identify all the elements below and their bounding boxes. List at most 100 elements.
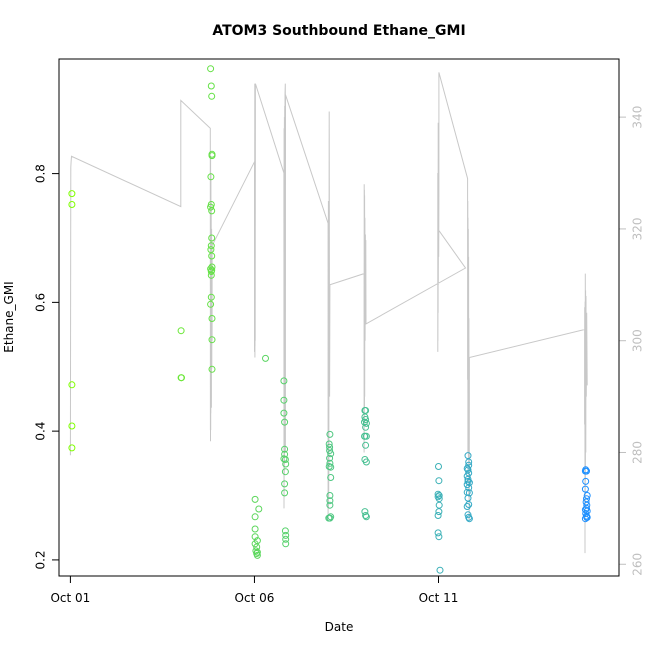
data-point [583, 513, 591, 521]
data-point [327, 450, 335, 458]
data-point [207, 173, 215, 181]
data-point [208, 207, 216, 215]
data-point [251, 533, 259, 541]
data-point [207, 293, 215, 301]
data-point [281, 527, 289, 535]
data-point [464, 475, 472, 483]
data-point [325, 440, 333, 448]
data-point [465, 484, 473, 492]
data-point [435, 533, 443, 541]
data-point [281, 468, 289, 476]
data-point [581, 467, 589, 475]
data-point [463, 472, 471, 480]
data-point [208, 152, 216, 160]
data-point [435, 508, 443, 516]
data-point [178, 374, 185, 382]
data-point [251, 513, 259, 521]
data-point [362, 423, 370, 431]
y2-tick-label: 260 [631, 553, 645, 576]
data-point [280, 409, 288, 417]
data-point [208, 252, 216, 260]
data-point [281, 445, 289, 453]
points-layer [68, 65, 591, 574]
data-point [582, 477, 590, 485]
secondary-series-line [69, 72, 588, 554]
data-point [282, 540, 290, 548]
data-point [326, 514, 334, 522]
data-point [282, 531, 290, 539]
data-point [326, 454, 334, 462]
x-tick-label: Oct 11 [419, 591, 459, 605]
data-point [434, 490, 442, 498]
data-point [361, 432, 368, 440]
data-point [327, 474, 335, 481]
data-point [282, 460, 290, 468]
data-point [208, 92, 216, 100]
data-point [207, 242, 215, 250]
y2-tick-label: 340 [631, 106, 645, 129]
data-point [362, 432, 370, 440]
data-point [465, 501, 473, 508]
data-point [280, 377, 288, 385]
secondary-series-layer [69, 72, 588, 554]
data-point [207, 300, 215, 308]
data-point [253, 551, 261, 559]
data-point [208, 234, 216, 242]
data-point [465, 461, 473, 469]
data-point [282, 535, 290, 543]
data-point [177, 327, 185, 335]
data-point [583, 492, 591, 499]
data-point [281, 480, 289, 488]
data-point [581, 506, 589, 514]
data-point [465, 479, 473, 487]
data-point [208, 365, 216, 373]
data-point [281, 450, 289, 458]
data-point [362, 512, 370, 519]
data-point [68, 201, 76, 208]
x-tick-label: Oct 01 [50, 591, 90, 605]
data-point [361, 418, 368, 426]
data-point [435, 463, 442, 470]
data-point [463, 503, 471, 510]
data-point [281, 456, 289, 463]
data-point [281, 489, 289, 497]
data-point [326, 497, 334, 505]
data-point [68, 444, 76, 452]
y-tick-label: 0.4 [34, 422, 48, 441]
data-point [581, 485, 589, 493]
data-point [208, 315, 216, 322]
data-point [583, 495, 590, 503]
data-point [465, 515, 473, 523]
data-point [208, 336, 216, 344]
data-point [326, 459, 334, 467]
y-tick-label: 0.2 [34, 550, 48, 569]
data-point [207, 82, 215, 90]
data-point [362, 513, 370, 521]
data-point [362, 441, 370, 449]
data-point [581, 515, 589, 523]
data-point [207, 271, 215, 279]
y2-tick-label: 300 [631, 329, 645, 352]
y2-tick-label: 320 [631, 217, 645, 240]
data-point [326, 501, 334, 509]
y-tick-label: 0.6 [34, 293, 48, 312]
data-point [326, 443, 334, 451]
data-point [327, 513, 335, 521]
y2-tick-label: 280 [631, 441, 645, 464]
data-point [436, 566, 444, 574]
data-point [251, 495, 259, 503]
data-point [326, 492, 334, 499]
data-point [435, 492, 443, 499]
chart-title: ATOM3 Southbound Ethane_GMI [212, 23, 465, 39]
data-point [68, 190, 76, 198]
plot-frame [58, 58, 620, 577]
y-tick-label: 0.8 [34, 164, 48, 183]
data-point [208, 263, 216, 271]
data-point [327, 463, 335, 471]
data-point [434, 529, 442, 537]
data-point [435, 477, 443, 485]
data-point [281, 418, 289, 426]
data-point [463, 481, 471, 489]
